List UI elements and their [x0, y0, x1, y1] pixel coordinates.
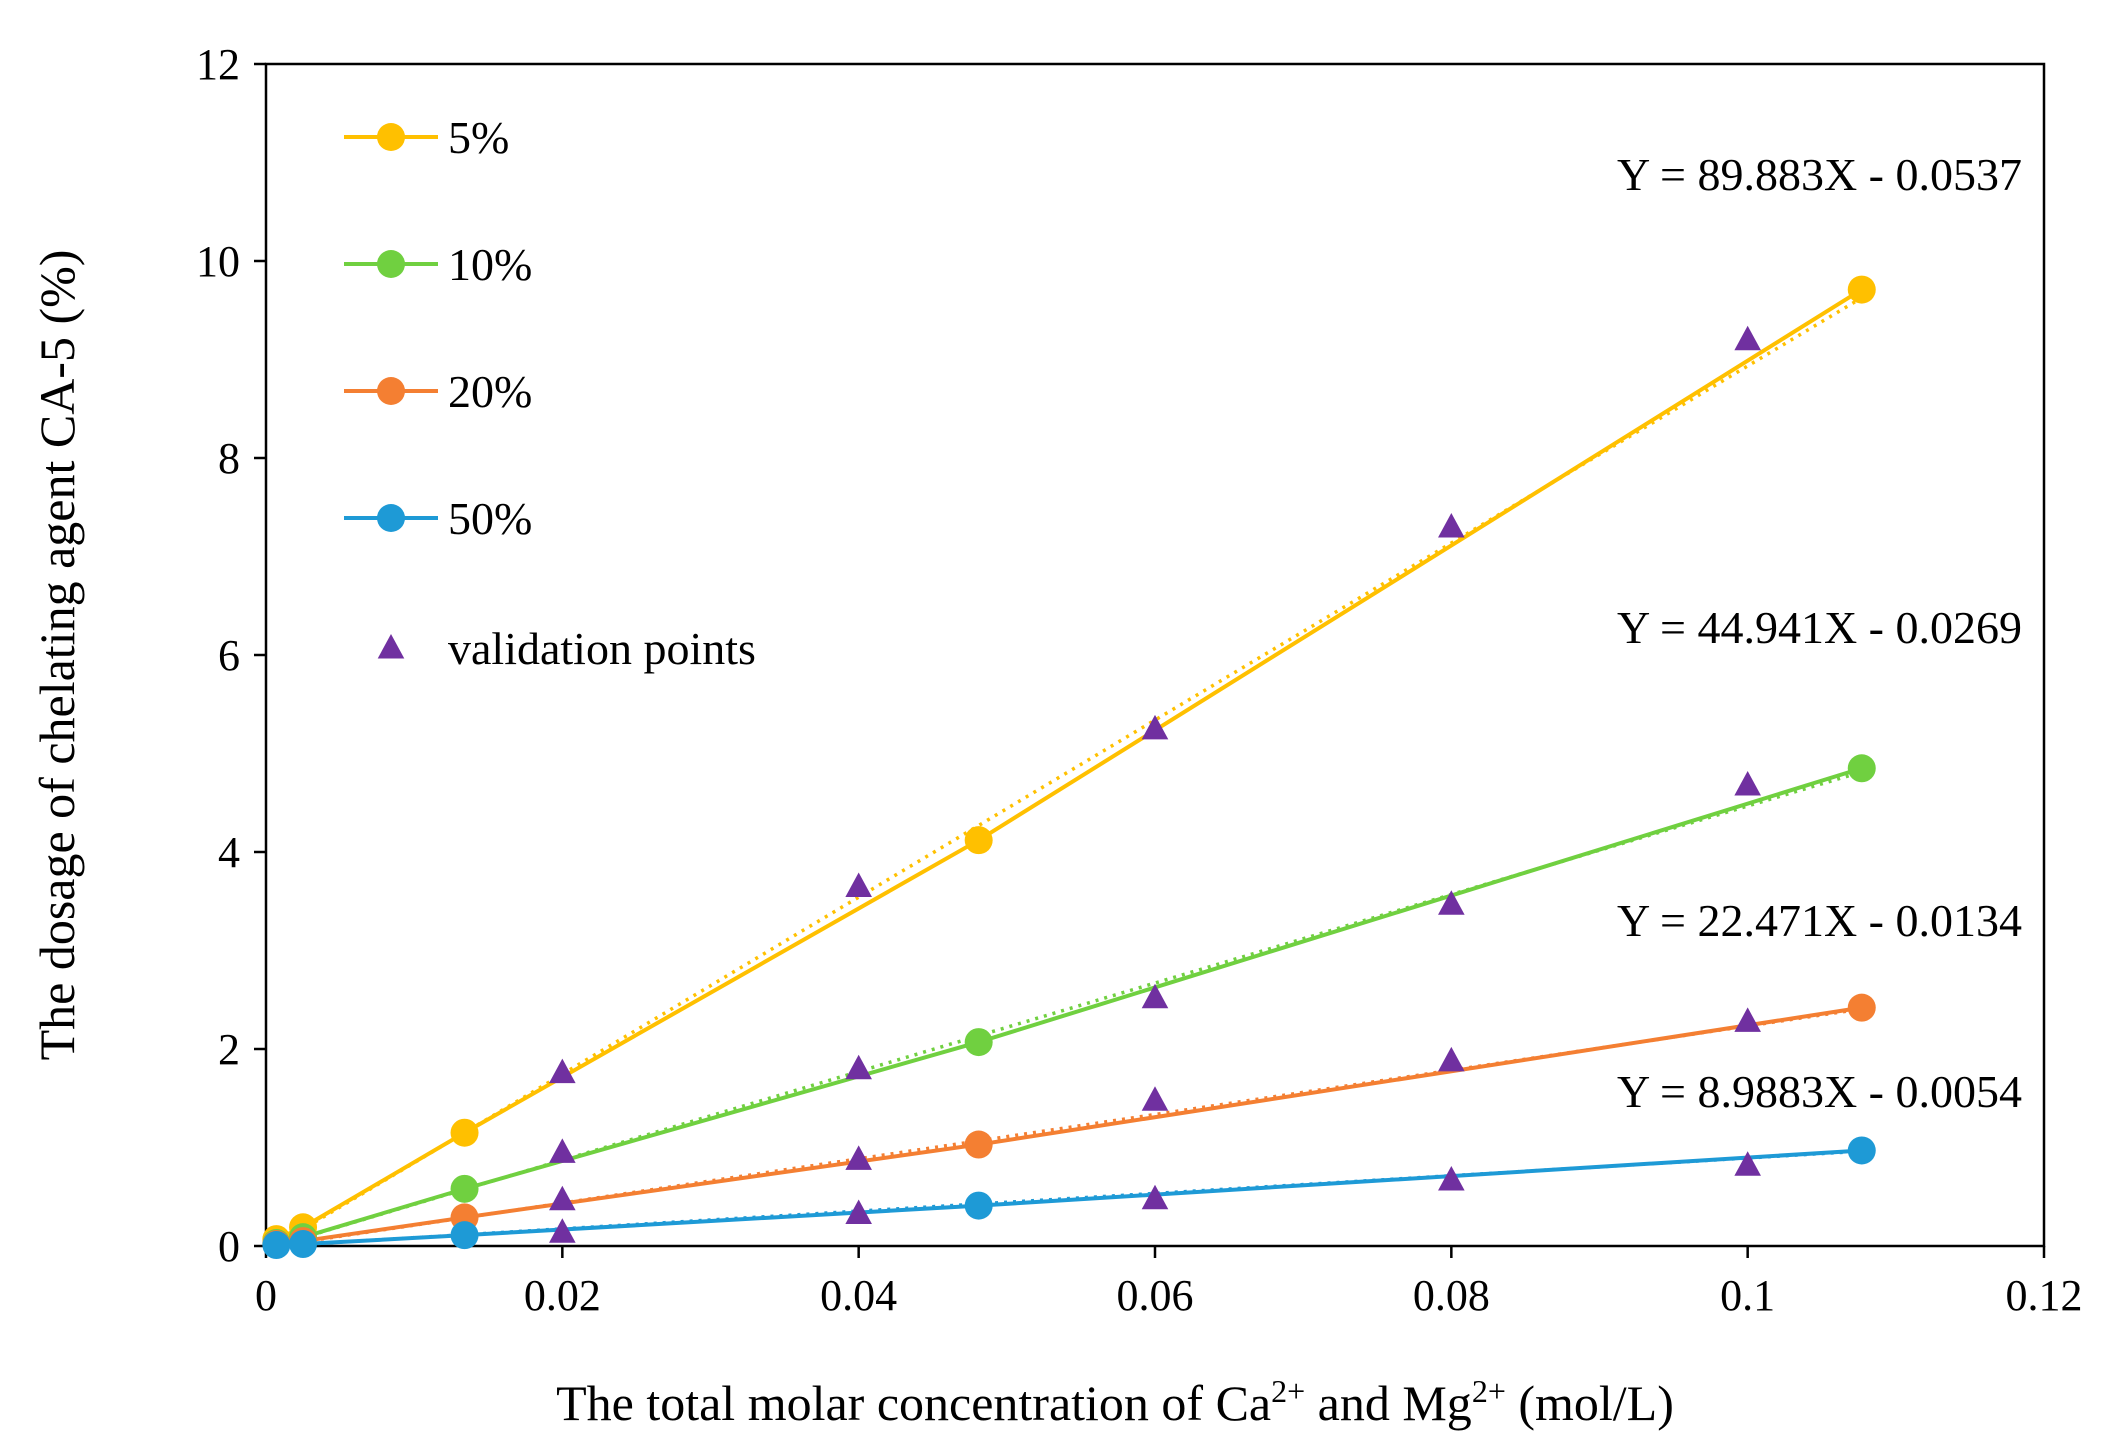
validation-point — [1438, 890, 1465, 915]
trendline-equations: Y = 89.883X - 0.0537 Y = 44.941X - 0.0269… — [1617, 149, 2022, 1117]
trendline-equation: Y = 89.883X - 0.0537 — [1617, 149, 2022, 200]
data-point — [450, 1118, 479, 1147]
data-point — [964, 826, 993, 855]
x-tick-label: 0.12 — [2006, 1271, 2083, 1320]
x-axis-title-superscript: 2+ — [1271, 1373, 1305, 1409]
y-tick-label: 0 — [218, 1222, 240, 1271]
legend-label: 50% — [448, 493, 532, 544]
data-point — [450, 1221, 479, 1250]
y-axis-ticks: 0 2 4 6 8 10 12 — [196, 40, 266, 1271]
validation-point — [845, 872, 872, 897]
validation-point — [549, 1138, 576, 1163]
x-axis-title: The total molar concentration of Ca2+ an… — [556, 1373, 1674, 1431]
y-tick-label: 10 — [196, 237, 240, 286]
validation-point — [1734, 325, 1761, 351]
validation-point — [845, 1199, 872, 1224]
x-tick-label: 0.08 — [1413, 1271, 1490, 1320]
trendline-equation: Y = 44.941X - 0.0269 — [1617, 602, 2022, 653]
validation-point — [549, 1185, 576, 1211]
data-point — [450, 1174, 479, 1203]
validation-point — [1141, 983, 1169, 1009]
trendline — [276, 1007, 1863, 1248]
y-tick-label: 6 — [218, 631, 240, 680]
y-tick-label: 2 — [218, 1025, 240, 1074]
x-tick-label: 0.1 — [1720, 1271, 1775, 1320]
legend-label: 20% — [448, 366, 532, 417]
legend-marker — [377, 634, 405, 659]
x-tick-label: 0.06 — [1117, 1271, 1194, 1320]
validation-point — [1734, 771, 1761, 796]
data-point — [964, 1191, 993, 1220]
legend: 5% 10% 20% 50% validation points — [344, 112, 756, 674]
x-tick-label: 0.04 — [820, 1271, 897, 1320]
x-axis-title-superscript: 2+ — [1472, 1373, 1506, 1409]
data-point — [1847, 275, 1876, 304]
data-point — [1847, 993, 1876, 1022]
legend-label: 5% — [448, 112, 509, 163]
trendline-equation: Y = 8.9883X - 0.0054 — [1617, 1066, 2022, 1117]
x-axis-ticks: 0 0.02 0.04 0.06 0.08 0.1 0.12 — [255, 1246, 2083, 1320]
x-tick-label: 0 — [255, 1271, 277, 1320]
series-markers — [262, 275, 1876, 1260]
validation-markers — [549, 325, 1761, 1243]
legend-label: 10% — [448, 239, 532, 290]
y-axis-title: The dosage of chelating agent CA-5 (%) — [29, 250, 85, 1061]
validation-point — [1734, 1151, 1761, 1176]
legend-label: validation points — [448, 623, 756, 674]
validation-point — [1438, 1046, 1465, 1072]
x-axis-title-part: and Mg — [1305, 1375, 1472, 1431]
validation-point — [845, 1145, 872, 1170]
x-axis-title-part: The total molar concentration of Ca — [556, 1375, 1271, 1431]
legend-marker — [377, 250, 405, 278]
validation-point — [1438, 1166, 1465, 1191]
validation-point — [1141, 714, 1169, 740]
data-point — [1847, 754, 1876, 783]
validation-point — [1141, 1184, 1169, 1210]
x-axis-title-part: (mol/L) — [1506, 1375, 1674, 1431]
y-tick-label: 4 — [218, 828, 240, 877]
data-point — [964, 1028, 993, 1057]
validation-point — [1734, 1007, 1761, 1032]
legend-marker — [377, 504, 405, 532]
data-point — [289, 1230, 318, 1259]
data-point — [964, 1130, 993, 1159]
trendline-equation: Y = 22.471X - 0.0134 — [1617, 895, 2022, 946]
validation-point — [1438, 512, 1465, 538]
validation-point — [1141, 1086, 1169, 1111]
legend-marker — [377, 123, 405, 151]
validation-point — [549, 1058, 576, 1084]
validation-point — [549, 1218, 576, 1243]
y-tick-label: 8 — [218, 434, 240, 483]
y-tick-label: 12 — [196, 40, 240, 89]
x-tick-label: 0.02 — [524, 1271, 601, 1320]
data-point — [1847, 1136, 1876, 1165]
validation-point — [845, 1054, 872, 1080]
legend-marker — [377, 377, 405, 405]
data-point — [262, 1231, 291, 1260]
